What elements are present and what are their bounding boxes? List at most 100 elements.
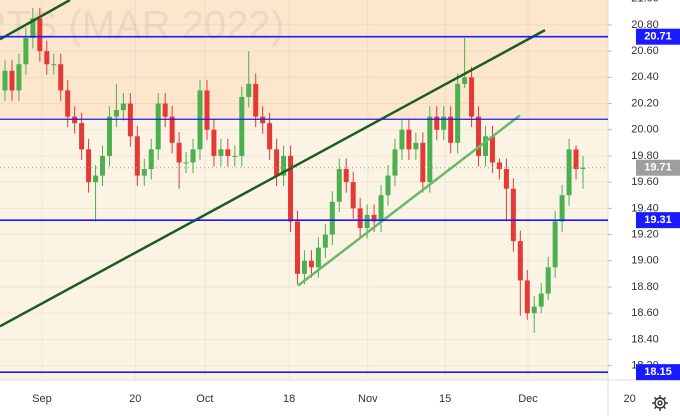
candle-body bbox=[510, 188, 516, 242]
x-tick-label: Sep bbox=[32, 393, 52, 405]
candle-body bbox=[72, 116, 78, 124]
last-price-box bbox=[636, 159, 680, 176]
candle-body bbox=[483, 136, 489, 156]
candle-body bbox=[469, 77, 475, 117]
candle-body bbox=[183, 162, 189, 164]
candle-body bbox=[448, 116, 454, 143]
candle-body bbox=[531, 306, 537, 314]
trendline bbox=[0, 0, 71, 41]
candle-body bbox=[93, 175, 99, 183]
candle-body bbox=[434, 116, 440, 130]
candle-body bbox=[51, 64, 57, 66]
candle-body bbox=[274, 149, 280, 176]
candle-body bbox=[378, 195, 384, 222]
candle-body bbox=[385, 175, 391, 196]
candle-body bbox=[134, 136, 140, 176]
y-tick-label: 20.00 bbox=[631, 124, 659, 136]
candle-body bbox=[580, 167, 586, 170]
candle-body bbox=[281, 155, 287, 176]
candle-body bbox=[294, 221, 300, 274]
watermark: RTS (MAR 2022) bbox=[0, 4, 284, 48]
candle-body bbox=[239, 96, 245, 156]
candle-body bbox=[503, 169, 509, 189]
candle-body bbox=[538, 293, 544, 307]
candle-body bbox=[364, 214, 370, 228]
x-tick-label: 18 bbox=[283, 393, 295, 405]
zone bbox=[0, 0, 608, 120]
candle-body bbox=[253, 83, 259, 117]
candle-body bbox=[441, 116, 447, 130]
x-tick-label: 20 bbox=[624, 393, 636, 405]
candle-body bbox=[211, 129, 217, 156]
candle-body bbox=[225, 149, 231, 156]
y-tick-label: 19.20 bbox=[631, 228, 659, 240]
candle-body bbox=[566, 149, 572, 196]
candle-body bbox=[545, 267, 551, 294]
candle-body bbox=[350, 182, 356, 209]
candle-body bbox=[162, 103, 168, 117]
candle-body bbox=[496, 162, 502, 170]
candle-body bbox=[343, 169, 349, 183]
candle-body bbox=[315, 247, 321, 268]
candle-body bbox=[197, 90, 203, 150]
candle-body bbox=[16, 64, 22, 91]
level-label-box bbox=[636, 212, 680, 229]
candle-body bbox=[106, 116, 112, 156]
candle-body bbox=[23, 38, 29, 65]
candle-body bbox=[371, 214, 377, 222]
candle-body bbox=[357, 208, 363, 228]
candle-body bbox=[127, 103, 133, 137]
candle-body bbox=[420, 142, 426, 183]
level-label: 19.31 bbox=[644, 214, 672, 226]
candle-body bbox=[399, 129, 405, 150]
candle-body bbox=[100, 155, 106, 176]
candle-body bbox=[288, 155, 294, 222]
candle-body bbox=[2, 70, 8, 91]
candle-body bbox=[86, 149, 92, 183]
candle-body bbox=[113, 110, 119, 117]
x-tick-label: Dec bbox=[518, 393, 538, 405]
x-tick-label: Oct bbox=[196, 393, 213, 405]
trendline bbox=[297, 114, 521, 287]
candle-body bbox=[169, 116, 175, 143]
candle-body bbox=[329, 201, 335, 235]
candle-body bbox=[44, 51, 50, 65]
y-tick-label: 20.60 bbox=[631, 45, 659, 57]
candle-body bbox=[322, 234, 328, 248]
candle-body bbox=[476, 116, 482, 156]
candle-body bbox=[413, 142, 419, 150]
y-tick-label: 19.80 bbox=[631, 150, 659, 162]
x-tick-label: 20 bbox=[129, 393, 141, 405]
y-tick-label: 21.00 bbox=[631, 0, 659, 5]
candle-body bbox=[190, 149, 196, 163]
plot-area: RTS (MAR 2022) bbox=[0, 0, 608, 380]
y-tick-label: 18.60 bbox=[631, 307, 659, 319]
y-tick-label: 19.60 bbox=[631, 176, 659, 188]
candle-body bbox=[573, 149, 579, 170]
candle-body bbox=[406, 129, 412, 150]
candle-body bbox=[392, 149, 398, 176]
y-tick-label: 19.40 bbox=[631, 202, 659, 214]
candle-body bbox=[58, 64, 64, 91]
candle-body bbox=[37, 18, 43, 52]
settings-icon[interactable] bbox=[652, 395, 668, 411]
candle-body bbox=[462, 77, 468, 84]
candle-body bbox=[9, 70, 15, 91]
candle-body bbox=[427, 116, 433, 183]
y-tick-label: 20.40 bbox=[631, 71, 659, 83]
last-price-label: 19.71 bbox=[644, 162, 672, 174]
candle-body bbox=[336, 169, 342, 202]
candle-body bbox=[559, 195, 565, 222]
candle-body bbox=[455, 83, 461, 143]
x-tick-label: 15 bbox=[439, 393, 451, 405]
candle-body bbox=[552, 221, 558, 268]
candle-body bbox=[79, 123, 85, 150]
candle-body bbox=[155, 103, 161, 150]
candle-body bbox=[489, 136, 495, 163]
candle-body bbox=[524, 280, 530, 314]
candle-body bbox=[120, 103, 126, 111]
candle-body bbox=[176, 142, 182, 163]
candle-body bbox=[30, 18, 36, 38]
level-label: 20.71 bbox=[644, 31, 672, 43]
